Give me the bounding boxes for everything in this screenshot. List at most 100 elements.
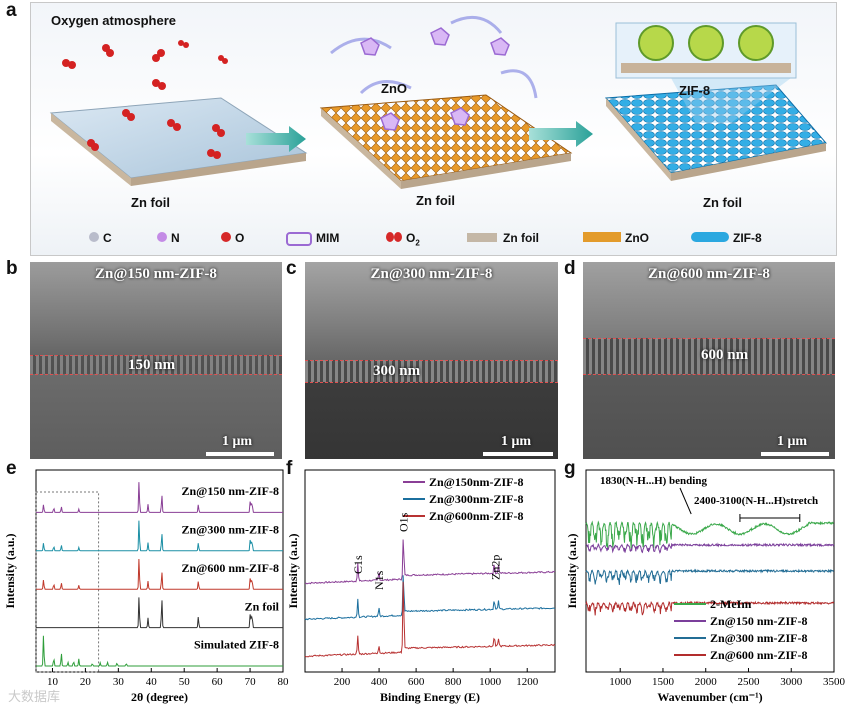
scale-label-150nm: 1 μm [222,434,253,449]
x-tick-label: 30 [113,676,125,688]
y-axis-label: Intensity (a.u.) [3,533,17,608]
sem-image-150nm: Zn@150 nm-ZIF-8 150 nm 1 μm [30,262,282,459]
x-tick-label: 2500 [737,676,760,688]
ftir-series-line [585,568,835,585]
zif8-label: ZIF-8 [679,83,711,98]
x-tick-label: 600 [408,676,425,688]
legend-n: N [157,231,180,245]
x-tick-label: 3000 [780,676,803,688]
ftir-series-line [585,600,835,616]
x-tick-label: 400 [371,676,388,688]
series-label: Zn@600 nm-ZIF-8 [181,561,279,575]
sem-title-600nm: Zn@600 nm-ZIF-8 [648,266,770,282]
ftir-series-line [585,542,835,554]
series-label: Zn foil [245,599,280,613]
legend-label: Zn@600nm-ZIF-8 [429,509,524,523]
x-tick-label: 80 [278,676,290,688]
scale-label-300nm: 1 μm [501,434,532,449]
panel-label-a: a [6,0,17,21]
x-tick-label: 2000 [695,676,718,688]
panel-label-f: f [286,458,293,479]
peak-annotation: Zn2p [489,555,503,580]
xps-series-line [304,539,556,585]
zn-foil-label-3: Zn foil [703,195,742,210]
legend-o2: O2 [386,231,420,247]
annotation-arrow [679,487,692,515]
sem-title-300nm: Zn@300 nm-ZIF-8 [370,266,493,282]
legend-o: O [221,231,244,245]
xps-chart: Zn@150nm-ZIF-8 Zn@300nm-ZIF-8 Zn@600nm-ZIF… [286,469,556,704]
legend-label: Zn@600 nm-ZIF-8 [710,648,808,662]
scale-bar-300nm [483,452,553,456]
legend-label: Zn@300 nm-ZIF-8 [710,631,808,645]
legend-mim: MIM [286,231,339,246]
zif8-crystals [638,25,774,61]
legend-zn-foil: Zn foil [467,231,539,245]
x-tick-label: 1200 [516,676,539,688]
arrow-step1-icon [246,126,306,152]
panel-label-b: b [6,258,18,279]
x-axis-label: Wavenumber (cm⁻¹) [657,690,762,704]
plot-frame [304,469,556,673]
y-axis-label: Intensity (a.u.) [565,533,579,608]
annotation-stretch: 2400-3100(N-H...H)stretch [694,495,818,507]
x-tick-label: 800 [445,676,462,688]
zoom-region-box [35,491,100,673]
thickness-label-600nm: 600 nm [701,347,749,363]
peak-annotation: C1s [351,555,365,574]
xrd-series-line [36,597,283,629]
x-tick-label: 40 [146,676,158,688]
thickness-label-300nm: 300 nm [373,363,421,379]
sem-image-600nm: Zn@600 nm-ZIF-8 600 nm 1 μm [583,262,835,459]
scale-bar-600nm [761,452,829,456]
arrow-step2-icon [529,121,593,147]
xrd-chart: Zn@150 nm-ZIF-8 Zn@300 nm-ZIF-8 Zn@600 nm-… [3,469,290,704]
x-tick-label: 20 [80,676,92,688]
x-tick-label: 60 [212,676,224,688]
xrd-series-line [36,482,283,513]
y-axis-label: Intensity (a.u.) [286,533,300,608]
plot-frame [35,469,284,673]
legend-label: Zn@150 nm-ZIF-8 [710,614,808,628]
sem-image-300nm: Zn@300 nm-ZIF-8 300 nm 1 μm [305,262,558,459]
legend-zno: ZnO [583,231,649,245]
mim-swirls [330,15,538,99]
panel-label-d: d [564,258,576,279]
series-label: Simulated ZIF-8 [194,638,279,652]
legend-label: Zn@300nm-ZIF-8 [429,492,524,506]
oxygen-molecules [62,40,228,159]
zno-label: ZnO [381,81,407,96]
oxygen-atmosphere-label: Oxygen atmosphere [51,13,176,28]
schematic-panel: Oxygen atmosphere Zn foil ZnO Zn foil ZI… [30,2,837,256]
peak-annotation: N1s [372,570,386,590]
panel-label-e: e [6,458,17,479]
series-label: Zn@300 nm-ZIF-8 [181,523,279,537]
x-axis-label: Binding Energy (E) [380,690,480,704]
xrd-series-line [36,558,283,590]
x-axis-label: 2θ (degree) [131,690,188,704]
x-tick-label: 1500 [652,676,675,688]
series-label: Zn@150 nm-ZIF-8 [181,484,279,498]
legend-label: Zn@150nm-ZIF-8 [429,475,524,489]
x-tick-label: 3500 [823,676,846,688]
sem-title-150nm: Zn@150 nm-ZIF-8 [95,266,217,282]
x-tick-label: 1000 [479,676,502,688]
x-tick-label: 10 [47,676,59,688]
schematic-legend: C N O MIM O2 Zn foil ZnO ZIF-8 [31,227,836,251]
legend-zif8: ZIF-8 [691,231,762,245]
panel-label-g: g [564,458,576,479]
legend-c: C [89,231,112,245]
scale-label-600nm: 1 μm [777,434,808,449]
schematic-illustration [49,15,827,189]
scale-bar-150nm [206,452,274,456]
xps-series-line [304,581,556,658]
legend-label: 2-MeIm [710,597,751,611]
x-tick-label: 1000 [609,676,632,688]
xps-series-line [304,575,556,621]
ftir-series-line [585,520,834,549]
watermark: 大数据库 [8,690,61,705]
x-tick-label: 200 [334,676,351,688]
ftir-chart: 1830(N-H...H) bending 2400-3100(N-H...H)s… [565,469,846,704]
xrd-series-line [36,520,283,552]
zn-foil-label-2: Zn foil [416,193,455,208]
